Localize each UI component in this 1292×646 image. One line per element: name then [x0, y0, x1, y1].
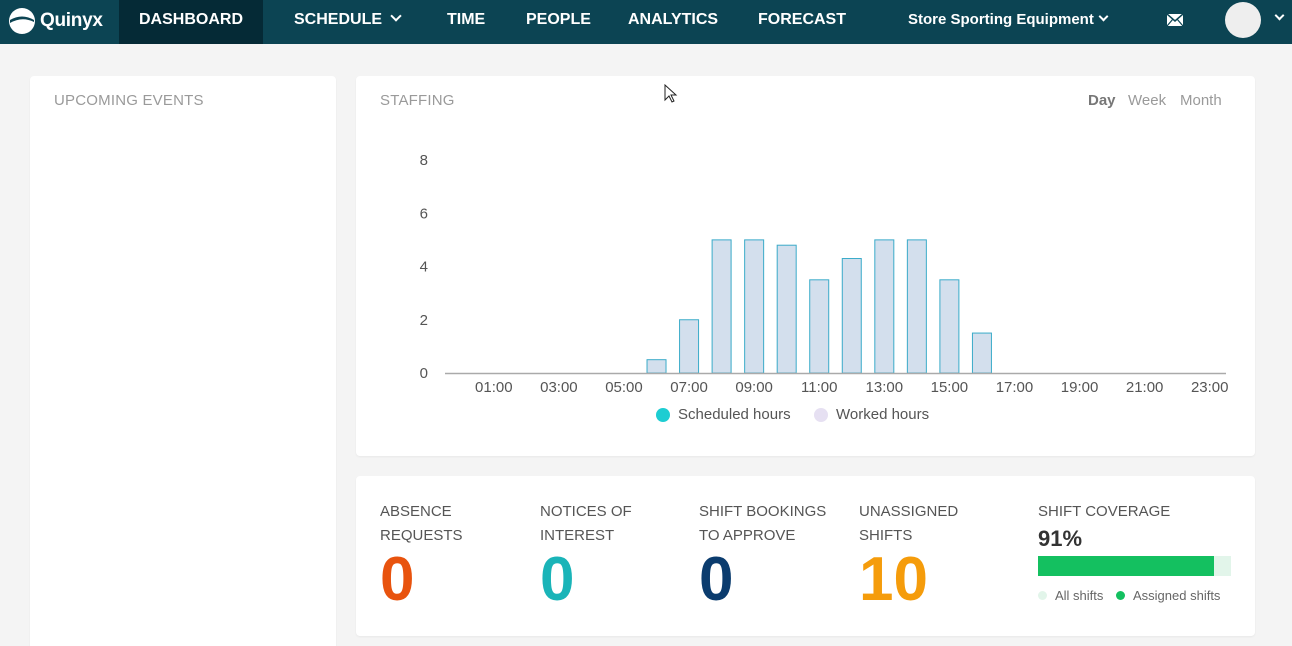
stat-label-line2: REQUESTS [380, 527, 463, 544]
stat-label: SHIFT BOOKINGS TO APPROVE [699, 500, 826, 548]
nav-dashboard[interactable]: DASHBOARD [119, 0, 263, 44]
nav-people-label: PEOPLE [526, 11, 591, 28]
avatar-chevron-down-icon[interactable] [1274, 10, 1285, 21]
assigned-shifts-dot [1116, 591, 1125, 600]
legend-worked[interactable]: Worked hours [814, 406, 929, 423]
bar [874, 239, 895, 374]
x-tick-label: 13:00 [866, 379, 904, 396]
nav-forecast-label: FORECAST [758, 11, 846, 28]
x-tick-label: 05:00 [605, 379, 643, 396]
assigned-shifts-label: Assigned shifts [1133, 588, 1221, 603]
x-tick-label: 03:00 [540, 379, 578, 396]
nav-schedule[interactable]: SCHEDULE [294, 0, 402, 44]
stat-label-line2: SHIFTS [859, 527, 913, 544]
nav-time[interactable]: TIME [447, 0, 485, 44]
stat-label-line1: ABSENCE [380, 503, 452, 520]
store-name: Store Sporting Equipment [908, 11, 1094, 28]
y-tick-label: 2 [420, 312, 428, 329]
y-tick-label: 8 [420, 152, 428, 169]
nav-schedule-label: SCHEDULE [294, 11, 383, 28]
y-tick-label: 4 [420, 259, 428, 276]
nav-analytics[interactable]: ANALYTICS [628, 0, 718, 44]
stat-value: 0 [699, 545, 734, 614]
bar [906, 239, 927, 374]
all-shifts-label: All shifts [1055, 588, 1104, 603]
y-tick-label: 0 [420, 365, 428, 382]
bar [776, 244, 797, 374]
upcoming-events-title: UPCOMING EVENTS [54, 92, 204, 109]
shift-coverage-percent: 91% [1038, 526, 1083, 551]
x-tick-label: 15:00 [931, 379, 969, 396]
chevron-down-icon [390, 10, 402, 22]
stat-label: NOTICES OF INTEREST [540, 500, 632, 548]
stat-label: ABSENCE REQUESTS [380, 500, 463, 548]
bar [939, 279, 960, 374]
nav-time-label: TIME [447, 11, 486, 28]
nav-forecast[interactable]: FORECAST [758, 0, 846, 44]
stat-label: UNASSIGNED SHIFTS [859, 500, 958, 548]
x-tick-label: 23:00 [1191, 379, 1229, 396]
shift-coverage-bar [1038, 556, 1231, 576]
bar [809, 279, 830, 374]
bar [679, 319, 700, 374]
top-nav: Quinyx DASHBOARD SCHEDULE TIME PEOPLE AN… [0, 0, 1292, 44]
stat-label-line2: INTEREST [540, 527, 615, 544]
range-week-button[interactable]: Week [1128, 92, 1167, 109]
nav-people[interactable]: PEOPLE [526, 0, 591, 44]
range-day-button[interactable]: Day [1088, 92, 1116, 109]
chevron-down-icon [1098, 11, 1109, 22]
stat-label-line2: TO APPROVE [699, 527, 796, 544]
x-tick-label: 11:00 [801, 379, 837, 396]
x-tick-label: 21:00 [1126, 379, 1164, 396]
stat-value: 10 [859, 545, 928, 614]
stat-label-line1: SHIFT BOOKINGS [699, 503, 827, 520]
nav-analytics-label: ANALYTICS [628, 11, 719, 28]
x-tick-label: 09:00 [735, 379, 773, 396]
bar [744, 239, 765, 374]
x-tick-label: 07:00 [670, 379, 708, 396]
shift-coverage-fill [1038, 556, 1214, 576]
quinyx-logo-icon [9, 8, 35, 34]
legend-assigned-shifts: Assigned shifts [1116, 588, 1220, 603]
nav-dashboard-label: DASHBOARD [139, 11, 243, 28]
x-tick-label: 17:00 [996, 379, 1034, 396]
legend-scheduled[interactable]: Scheduled hours [656, 406, 791, 423]
legend-all-shifts: All shifts [1038, 588, 1103, 603]
bar [971, 332, 992, 374]
upcoming-events-card: UPCOMING EVENTS [30, 76, 336, 646]
avatar[interactable] [1225, 2, 1261, 38]
scheduled-legend-dot [656, 407, 670, 422]
y-tick-label: 6 [420, 205, 428, 222]
store-selector[interactable]: Store Sporting Equipment [908, 0, 1109, 44]
bar [646, 359, 667, 374]
bar [711, 239, 732, 374]
x-tick-label: 19:00 [1061, 379, 1099, 396]
stats-card: ABSENCE REQUESTS 0 NOTICES OF INTEREST 0 S… [356, 476, 1255, 636]
shift-coverage-title: SHIFT COVERAGE [1038, 503, 1171, 520]
staffing-chart: 0 2 4 6 8 01:00 03:00 05:00 07:00 09:00 11:00 13:00… [420, 152, 1229, 396]
scheduled-legend-label: Scheduled hours [678, 406, 791, 423]
mail-icon[interactable] [1167, 14, 1183, 26]
logo-text: Quinyx [40, 10, 103, 31]
worked-legend-label: Worked hours [836, 406, 930, 423]
range-month-button[interactable]: Month [1180, 92, 1222, 109]
mouse-cursor-icon [664, 84, 678, 103]
staffing-card: STAFFING Day Week Month 0 2 4 6 8 01:00 03:00 0… [356, 76, 1255, 456]
worked-legend-dot [814, 407, 828, 422]
staffing-title: STAFFING [380, 92, 455, 109]
stat-value: 0 [540, 545, 575, 614]
all-shifts-dot [1038, 591, 1047, 600]
stat-label-line1: UNASSIGNED [859, 503, 959, 520]
stat-label-line1: NOTICES OF [540, 503, 632, 520]
bar [841, 258, 862, 374]
quinyx-logo[interactable]: Quinyx [8, 6, 103, 36]
x-tick-label: 01:00 [475, 379, 513, 396]
stat-value: 0 [380, 545, 415, 614]
